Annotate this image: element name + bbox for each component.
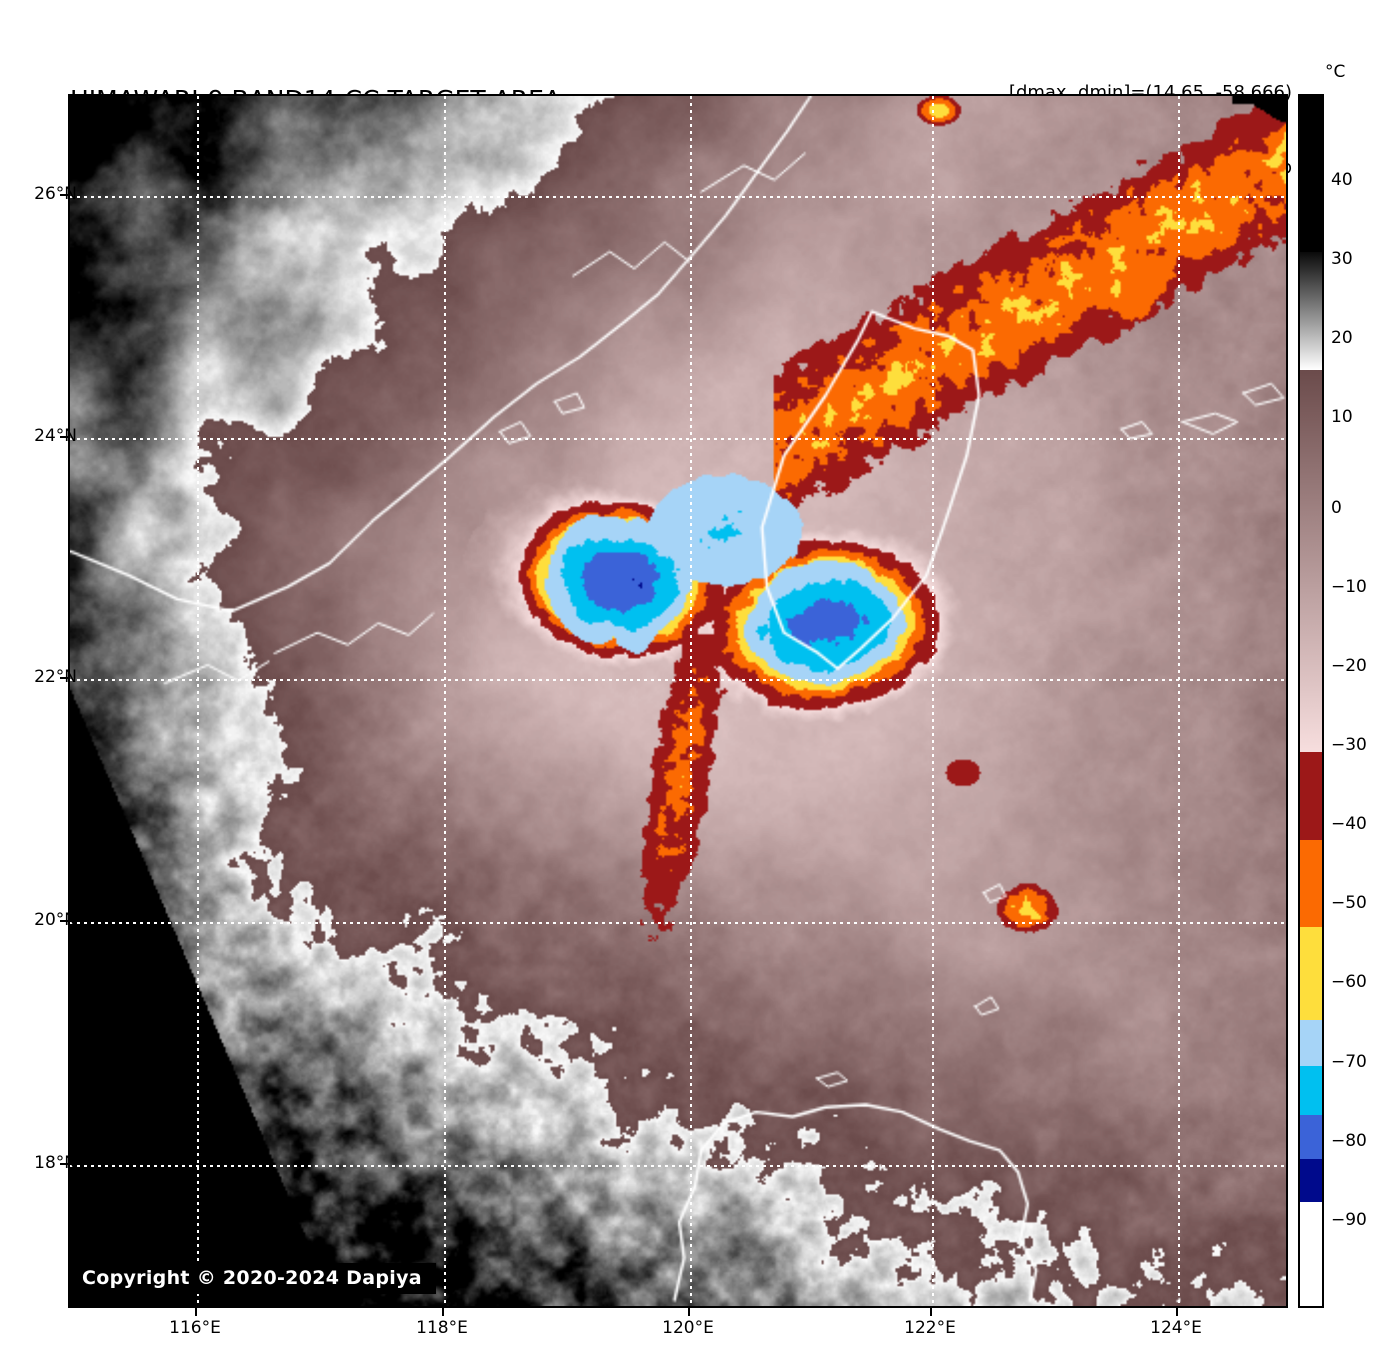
colorbar-tick-1: 30 [1331,249,1353,269]
lon-tick-label-120: 120°E [662,1318,714,1338]
temperature-colorbar[interactable] [1298,94,1324,1308]
lon-tick-label-118: 118°E [416,1318,468,1338]
colorbar-band-gray-ramp [1300,252,1322,370]
colorbar-tick-5: −10 [1331,577,1367,597]
colorbar-band-light-blue [1300,1020,1322,1066]
colorbar-band-navy [1300,1159,1322,1202]
colorbar-tick-0: 40 [1331,170,1353,190]
lon-tickmark-124 [1176,1308,1178,1316]
colorbar-band-dark-red [1300,752,1322,840]
lon-tick-label-122: 122°E [904,1318,956,1338]
lon-tick-label-116: 116°E [169,1318,221,1338]
lat-tickmark-26 [60,194,68,196]
lon-tickmark-116 [195,1308,197,1316]
satellite-map-panel[interactable]: Copyright © 2020-2024 Dapiya [68,94,1288,1308]
lon-tickmark-118 [442,1308,444,1316]
colorbar-tick-11: −70 [1331,1052,1367,1072]
colorbar-band-white-cold [1300,1202,1322,1306]
lat-tick-label-18: 18°N [34,1153,77,1173]
lat-tick-label-22: 22°N [34,667,77,687]
colorbar-band-black-hot [1300,96,1322,252]
lat-tickmark-24 [60,436,68,438]
lon-tickmark-122 [930,1308,932,1316]
colorbar-tick-7: −30 [1331,735,1367,755]
lon-tick-label-124: 124°E [1150,1318,1202,1338]
lat-tick-label-20: 20°N [34,910,77,930]
copyright-notice: Copyright © 2020-2024 Dapiya [70,1263,436,1294]
colorbar-tick-3: 10 [1331,407,1353,427]
lat-tickmark-22 [60,677,68,679]
colorbar-tick-13: −90 [1331,1210,1367,1230]
colorbar-band-orange [1300,840,1322,927]
lat-tick-label-24: 24°N [34,426,77,446]
colorbar-tick-9: −50 [1331,893,1367,913]
colorbar-band-brown-ramp [1300,370,1322,752]
lat-tickmark-18 [60,1163,68,1165]
colorbar-band-yellow [1300,927,1322,1020]
satellite-image [70,96,1286,1306]
lat-tickmark-20 [60,920,68,922]
colorbar-tick-8: −40 [1331,814,1367,834]
colorbar-unit-label: °C [1325,62,1346,82]
colorbar-tick-6: −20 [1331,656,1367,676]
colorbar-band-cyan [1300,1066,1322,1115]
colorbar-band-blue [1300,1115,1322,1159]
colorbar-tick-4: 0 [1331,498,1342,518]
lat-tick-label-26: 26°N [34,184,77,204]
lon-tickmark-120 [688,1308,690,1316]
colorbar-tick-2: 20 [1331,328,1353,348]
colorbar-tick-10: −60 [1331,972,1367,992]
colorbar-tick-12: −80 [1331,1131,1367,1151]
colorbar-gradient [1300,96,1322,1306]
